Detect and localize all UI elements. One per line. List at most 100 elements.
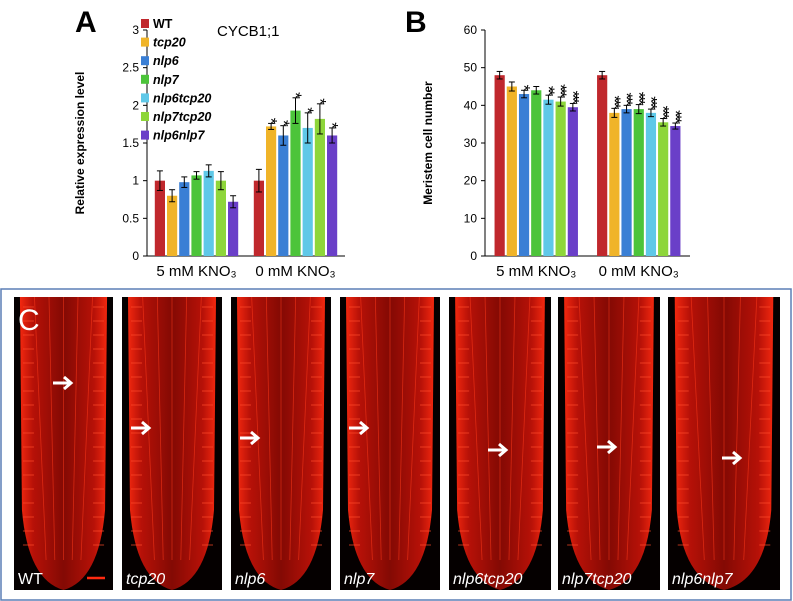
bar xyxy=(203,170,214,256)
cell-file xyxy=(484,296,492,561)
legend-swatch xyxy=(141,19,149,28)
significance: *** xyxy=(666,110,685,124)
legend-label: nlp7tcp20 xyxy=(153,110,211,124)
bar xyxy=(609,112,620,256)
error-bar xyxy=(329,127,336,144)
y-axis-label: Relative expression level xyxy=(73,72,87,215)
error-bar xyxy=(268,122,275,130)
x-tick-label: 0 mM KNO₃ xyxy=(599,263,679,280)
y-axis-label: Meristem cell number xyxy=(421,81,435,205)
cell-file xyxy=(743,296,758,561)
cell-file xyxy=(374,296,382,561)
error-bar xyxy=(181,176,188,188)
bar xyxy=(658,122,669,257)
cell-file xyxy=(289,296,297,561)
image-label: nlp6 xyxy=(235,571,265,588)
bar xyxy=(191,175,202,256)
error-bar xyxy=(193,171,200,180)
bar xyxy=(621,109,632,256)
error-bar xyxy=(635,104,642,115)
error-bar xyxy=(508,81,515,92)
cell-file xyxy=(690,296,705,561)
significance: * xyxy=(286,92,305,99)
legend-label: nlp7 xyxy=(153,73,180,87)
annotation: CYCB1;1 xyxy=(217,23,280,40)
micrographs: WT tcp20 nlp6 nlp7 nlp6tcp20 nlp7tcp20 nlp6nlp… xyxy=(14,296,780,590)
cell-file xyxy=(156,296,164,561)
arrow xyxy=(488,442,509,458)
panel-label: B xyxy=(405,6,427,39)
bar xyxy=(597,75,608,256)
legend-swatch xyxy=(141,93,149,103)
y-tick-label: 20 xyxy=(464,174,478,188)
y-tick-label: 40 xyxy=(464,98,478,112)
error-bar xyxy=(647,108,654,118)
legend-swatch xyxy=(141,56,149,66)
bar xyxy=(645,112,657,256)
error-bar xyxy=(156,170,163,191)
significance: *** xyxy=(629,92,648,106)
y-tick-label: 10 xyxy=(464,211,478,225)
significance: * xyxy=(323,122,342,129)
bar xyxy=(179,182,190,256)
legend-swatch xyxy=(141,37,149,47)
significance: *** xyxy=(551,84,570,98)
bar xyxy=(494,75,505,256)
bar xyxy=(253,180,264,256)
y-tick-label: 2.5 xyxy=(122,61,139,75)
significance: *** xyxy=(563,91,582,105)
legend-swatch xyxy=(141,112,149,121)
cell-file xyxy=(407,296,420,561)
x-tick-label: 5 mM KNO₃ xyxy=(156,263,236,280)
cell-file xyxy=(265,296,273,561)
error-bar xyxy=(672,122,679,130)
bar xyxy=(543,99,554,256)
image-label: WT xyxy=(18,571,43,588)
error-bar xyxy=(599,70,606,80)
error-bar xyxy=(230,195,237,209)
bar xyxy=(670,126,681,256)
significance: * xyxy=(310,98,329,105)
error-bar xyxy=(205,164,212,178)
significance: * xyxy=(515,85,534,92)
cell-file xyxy=(733,296,741,561)
cell-file xyxy=(34,296,47,561)
bar xyxy=(266,126,277,256)
significance: *** xyxy=(641,96,660,110)
legend-label: WT xyxy=(153,17,173,31)
bar xyxy=(228,201,239,256)
arrow xyxy=(722,450,743,466)
cell-file xyxy=(48,296,56,561)
cell-file xyxy=(469,296,483,561)
bar xyxy=(531,90,542,257)
cell-file xyxy=(617,296,625,561)
arrow xyxy=(597,439,618,455)
significance: *** xyxy=(617,92,636,106)
bar xyxy=(567,107,578,256)
panel-label: A xyxy=(75,6,97,39)
cell-file xyxy=(180,296,188,561)
bar xyxy=(278,135,289,256)
legend-label: nlp6nlp7 xyxy=(153,129,205,143)
y-tick-label: 30 xyxy=(464,136,478,150)
y-tick-label: 3 xyxy=(132,23,139,37)
y-tick-label: 50 xyxy=(464,61,478,75)
error-bar xyxy=(623,104,630,114)
cell-file xyxy=(593,296,601,561)
y-tick-label: 1.5 xyxy=(122,136,139,150)
bar xyxy=(290,110,301,257)
arrow xyxy=(131,420,152,436)
panel-label: C xyxy=(18,304,40,337)
y-tick-label: 0.5 xyxy=(122,211,139,225)
y-tick-label: 0 xyxy=(470,249,477,263)
error-bar xyxy=(292,97,299,124)
cell-file xyxy=(578,296,592,561)
y-tick-label: 60 xyxy=(464,23,478,37)
error-bar xyxy=(316,103,323,135)
cell-file xyxy=(707,296,715,561)
significance: * xyxy=(298,107,317,114)
error-bar xyxy=(611,107,618,118)
error-bar xyxy=(217,171,224,191)
error-bar xyxy=(545,94,552,105)
